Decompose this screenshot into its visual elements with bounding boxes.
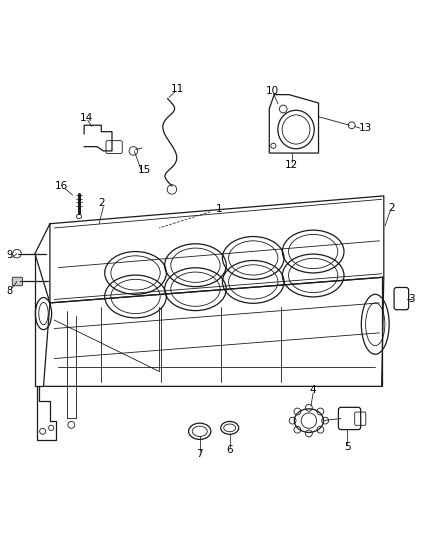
Text: 14: 14 (80, 112, 93, 123)
Text: 2: 2 (388, 203, 395, 213)
Text: 4: 4 (310, 385, 317, 395)
Text: 3: 3 (408, 294, 415, 304)
FancyBboxPatch shape (12, 277, 22, 286)
Text: 12: 12 (285, 159, 298, 169)
Text: 15: 15 (138, 165, 151, 175)
Text: 8: 8 (6, 286, 12, 296)
Text: 9: 9 (6, 251, 12, 261)
Text: 2: 2 (98, 198, 105, 208)
Text: 5: 5 (344, 442, 351, 452)
Text: 6: 6 (226, 445, 233, 455)
Text: 10: 10 (266, 86, 279, 96)
Text: 7: 7 (196, 449, 203, 458)
Text: 16: 16 (55, 181, 68, 191)
Text: 13: 13 (359, 123, 372, 133)
Text: 11: 11 (171, 84, 184, 94)
Text: 1: 1 (215, 204, 223, 214)
